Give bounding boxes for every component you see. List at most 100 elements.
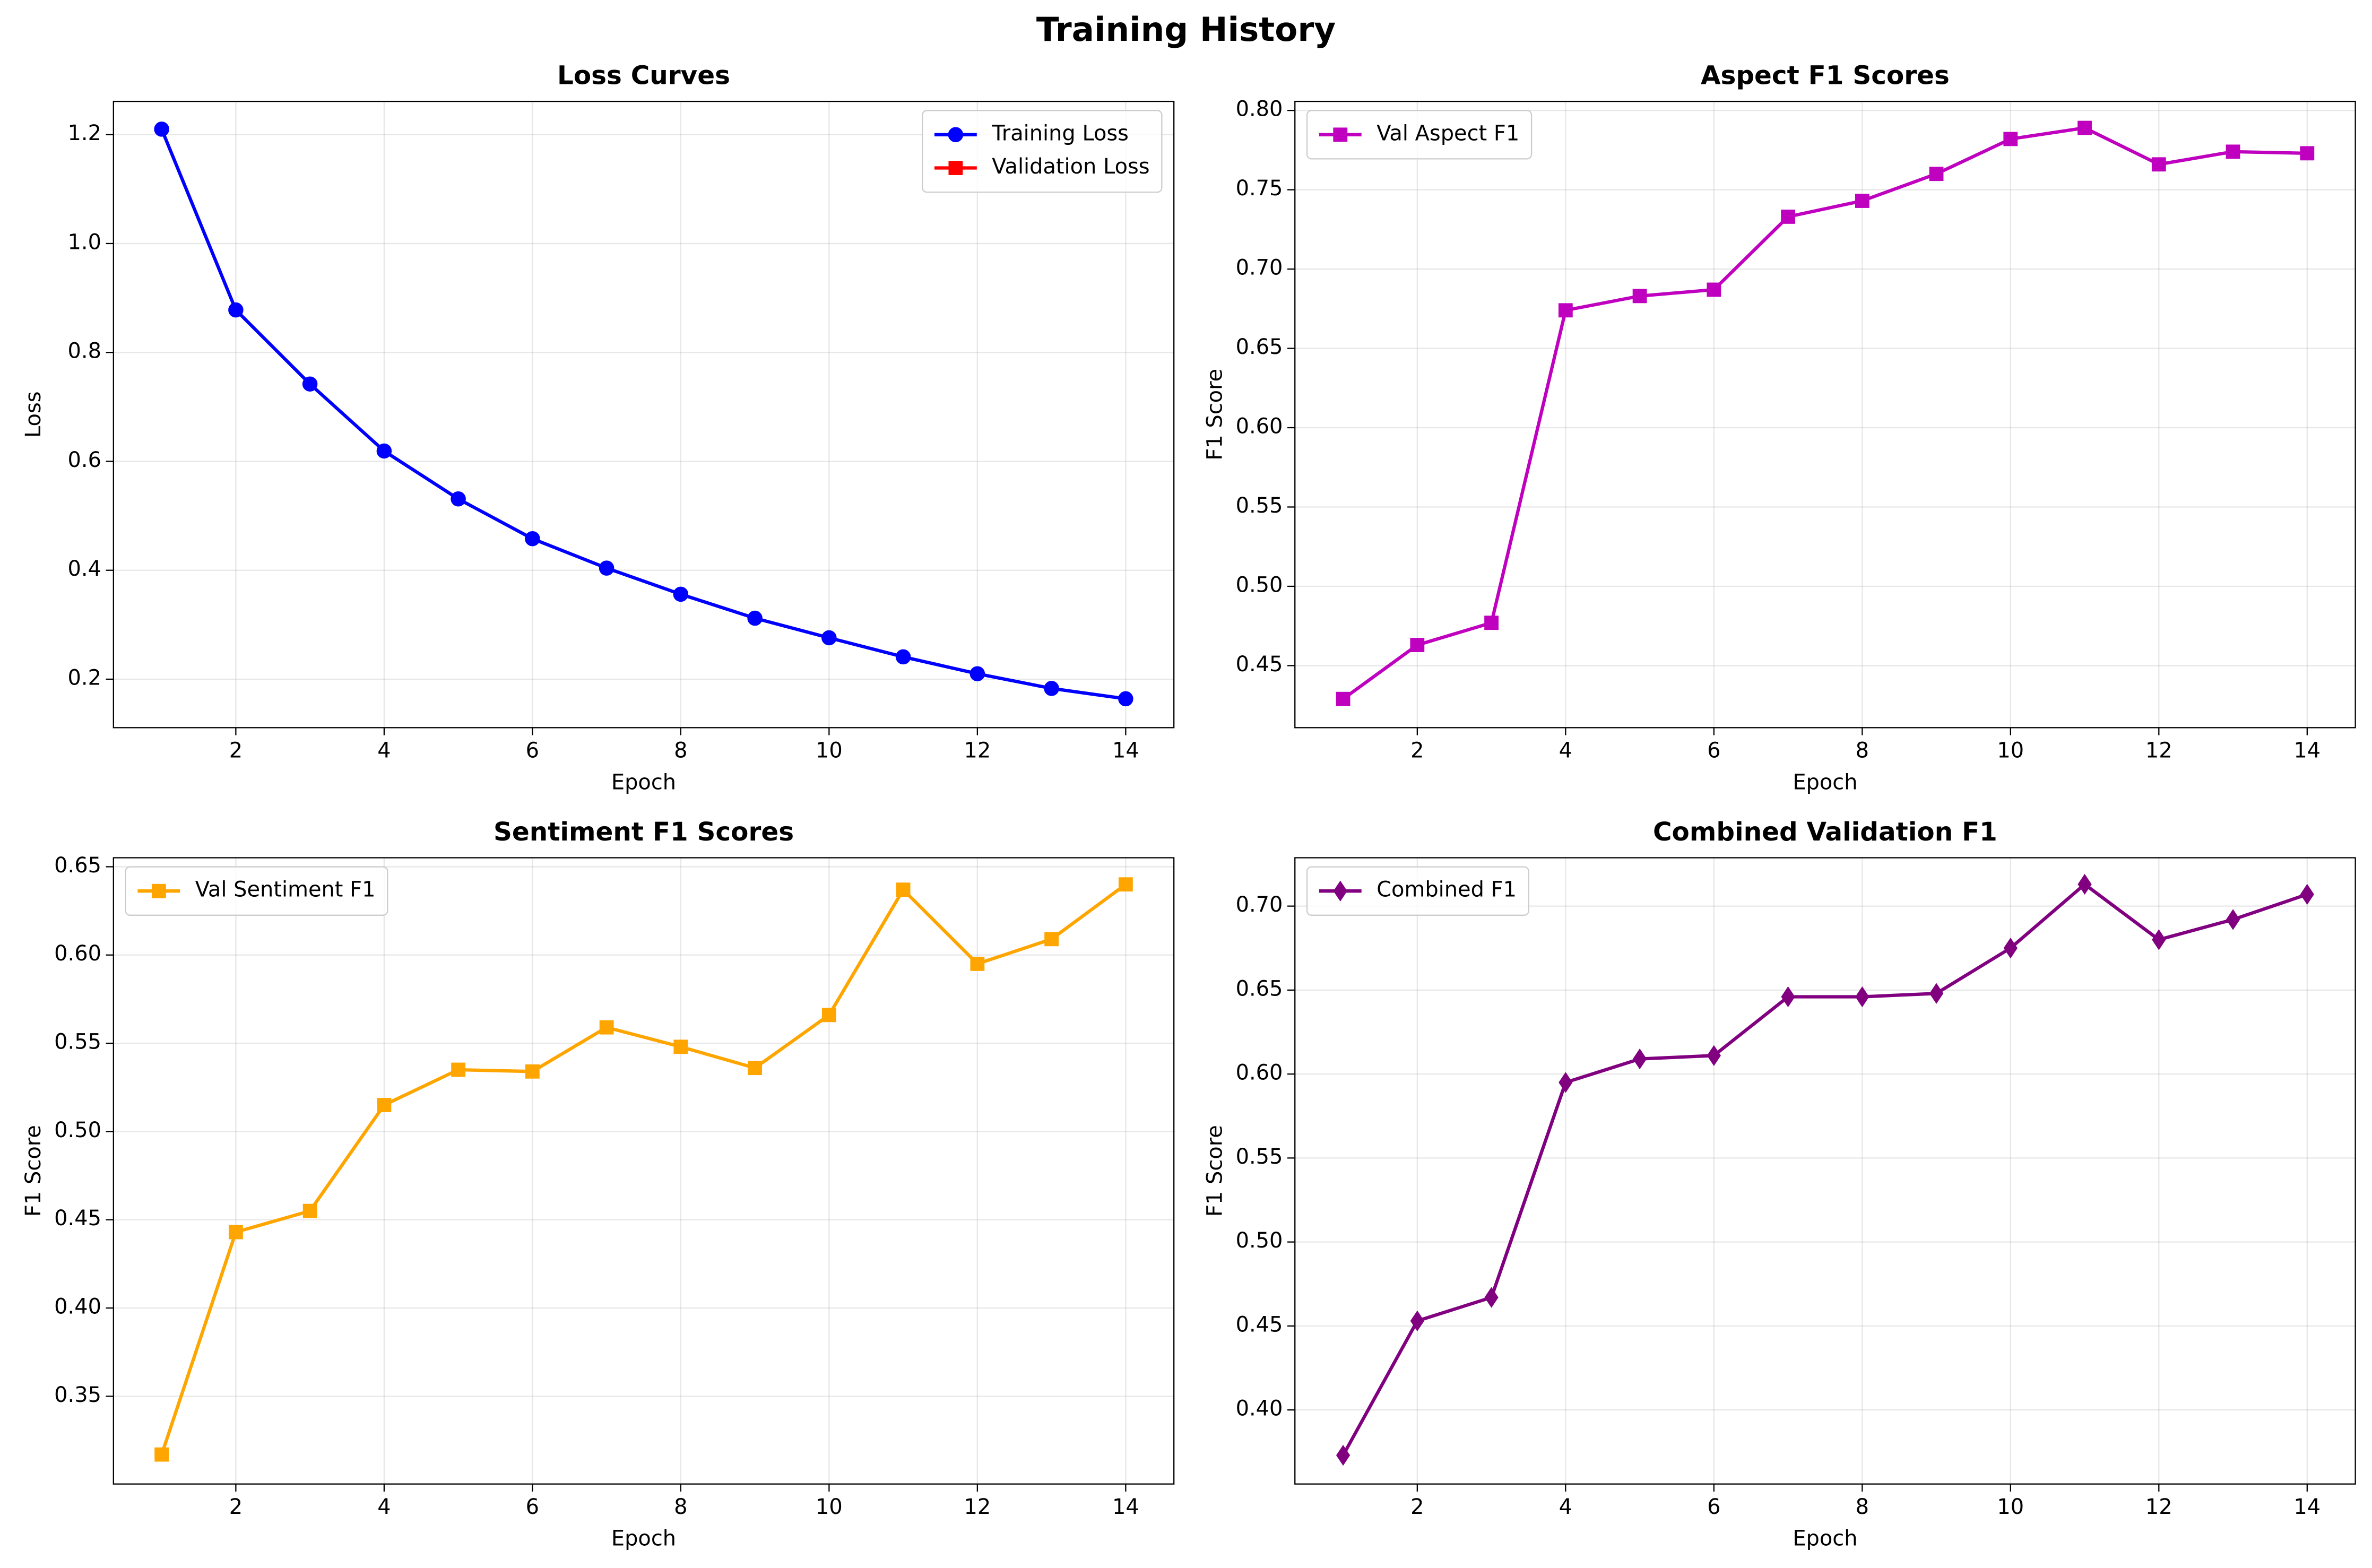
x-tick-label: 12 xyxy=(964,1495,991,1519)
marker xyxy=(1044,681,1059,696)
data-line xyxy=(160,128,1126,701)
chart-title: Aspect F1 Scores xyxy=(1701,60,1950,90)
legend-marker xyxy=(1333,127,1348,142)
marker xyxy=(969,666,985,681)
y-tick-label: 0.75 xyxy=(1236,176,1283,201)
marker xyxy=(1484,616,1499,630)
marker xyxy=(525,531,540,547)
marker xyxy=(2003,132,2018,146)
marker xyxy=(2300,883,2314,905)
legend-label: Combined F1 xyxy=(1377,878,1517,902)
legend-label: Training Loss xyxy=(991,121,1129,145)
legend-box xyxy=(922,110,1163,193)
x-tick-label: 14 xyxy=(1112,1495,1139,1519)
data-line xyxy=(160,883,1127,1456)
marker xyxy=(2151,157,2166,172)
plot-frame xyxy=(1294,857,2356,1485)
marker xyxy=(154,122,169,137)
x-tick-label: 8 xyxy=(674,738,687,763)
y-tick-label: 0.45 xyxy=(54,1206,101,1231)
marker xyxy=(2300,146,2315,161)
marker xyxy=(451,491,466,507)
x-tick-label: 2 xyxy=(1410,1495,1424,1519)
y-tick-label: 0.70 xyxy=(1236,893,1283,917)
x-tick-label: 6 xyxy=(526,738,539,763)
subplot: 2 4 6 8 10 12 14 0.2 0.4 0.6 0.8 1.0 1.2 Epoch Loss Los… xyxy=(21,60,1175,794)
legend-label: Val Aspect F1 xyxy=(1377,121,1519,145)
marker xyxy=(1855,986,1869,1008)
x-tick-label: 10 xyxy=(1997,1495,2024,1519)
x-tick-label: 14 xyxy=(2293,1495,2321,1519)
axis-title: F1 Score xyxy=(1203,369,1227,461)
data-line xyxy=(1342,126,2307,700)
axis-title: F1 Score xyxy=(21,1125,46,1217)
y-tick-label: 1.0 xyxy=(68,230,101,254)
marker xyxy=(2152,929,2166,950)
x-tick-label: 4 xyxy=(1559,1495,1572,1519)
marker xyxy=(377,1098,392,1112)
marker xyxy=(2226,909,2240,930)
marker xyxy=(1336,1444,1351,1466)
y-tick-label: 0.60 xyxy=(1236,414,1283,439)
axis-title: Epoch xyxy=(1793,770,1857,794)
marker xyxy=(228,1225,243,1240)
marker xyxy=(1781,210,1795,224)
marker xyxy=(896,882,911,897)
plot-frame xyxy=(112,100,1175,729)
y-tick-label: 0.50 xyxy=(1236,573,1283,597)
marker xyxy=(1707,1045,1721,1066)
y-tick-label: 0.65 xyxy=(1236,335,1283,359)
x-tick-label: 8 xyxy=(1856,1495,1869,1519)
marker xyxy=(2077,873,2092,895)
x-tick-label: 6 xyxy=(526,1495,539,1519)
legend-marker xyxy=(948,161,963,175)
axis-title: Epoch xyxy=(1793,1527,1857,1551)
marker xyxy=(1781,986,1795,1008)
y-tick-label: 0.8 xyxy=(68,339,101,363)
marker xyxy=(970,956,985,971)
x-tick-label: 12 xyxy=(2145,1495,2172,1519)
y-tick-label: 0.45 xyxy=(1236,652,1283,677)
subplot: 2 4 6 8 10 12 14 0.35 0.40 0.45 0.50 0.55 0.60 0.65 Ep… xyxy=(21,817,1175,1551)
marker xyxy=(1118,877,1133,892)
y-tick-label: 0.70 xyxy=(1236,256,1283,280)
marker xyxy=(599,1020,614,1035)
y-tick-label: 0.65 xyxy=(1236,976,1283,1001)
y-tick-label: 0.55 xyxy=(54,1030,101,1054)
legend: Combined F1 xyxy=(1306,866,1529,916)
x-tick-label: 2 xyxy=(229,1495,243,1519)
subplot: 2 4 6 8 10 12 14 0.40 0.45 0.50 0.55 0.60 0.65 0.70 Ep… xyxy=(1203,817,2356,1551)
y-tick-label: 0.6 xyxy=(68,448,101,472)
marker xyxy=(673,1039,688,1054)
legend-label: Val Sentiment F1 xyxy=(195,878,376,902)
y-tick-label: 0.4 xyxy=(68,557,101,581)
x-tick-label: 4 xyxy=(377,1495,391,1519)
plot-frame xyxy=(112,857,1175,1485)
marker xyxy=(1559,1072,1573,1093)
x-tick-label: 12 xyxy=(964,738,991,763)
marker xyxy=(1855,194,1869,208)
marker xyxy=(748,1061,763,1076)
x-tick-label: 12 xyxy=(2145,738,2172,763)
marker xyxy=(1336,691,1351,706)
marker xyxy=(1632,1048,1647,1070)
axis-title: Epoch xyxy=(611,1527,676,1551)
y-tick-label: 0.50 xyxy=(1236,1228,1283,1253)
x-tick-label: 10 xyxy=(816,1495,843,1519)
marker xyxy=(2226,144,2240,159)
legend-marker xyxy=(948,127,964,143)
legend: Val Aspect F1 xyxy=(1306,110,1533,160)
legend: Training Loss Validation Loss xyxy=(922,110,1163,193)
y-tick-label: 0.35 xyxy=(54,1383,101,1407)
marker xyxy=(525,1064,540,1079)
marker xyxy=(1410,1310,1424,1332)
axis-title: F1 Score xyxy=(1203,1125,1227,1217)
marker xyxy=(228,302,244,318)
y-tick-label: 0.55 xyxy=(1236,1145,1283,1169)
marker xyxy=(1558,303,1573,318)
y-tick-label: 0.45 xyxy=(1236,1312,1283,1337)
marker xyxy=(1707,282,1721,297)
marker xyxy=(2077,120,2092,135)
legend-box xyxy=(1306,866,1529,916)
legend-marker xyxy=(151,883,166,898)
